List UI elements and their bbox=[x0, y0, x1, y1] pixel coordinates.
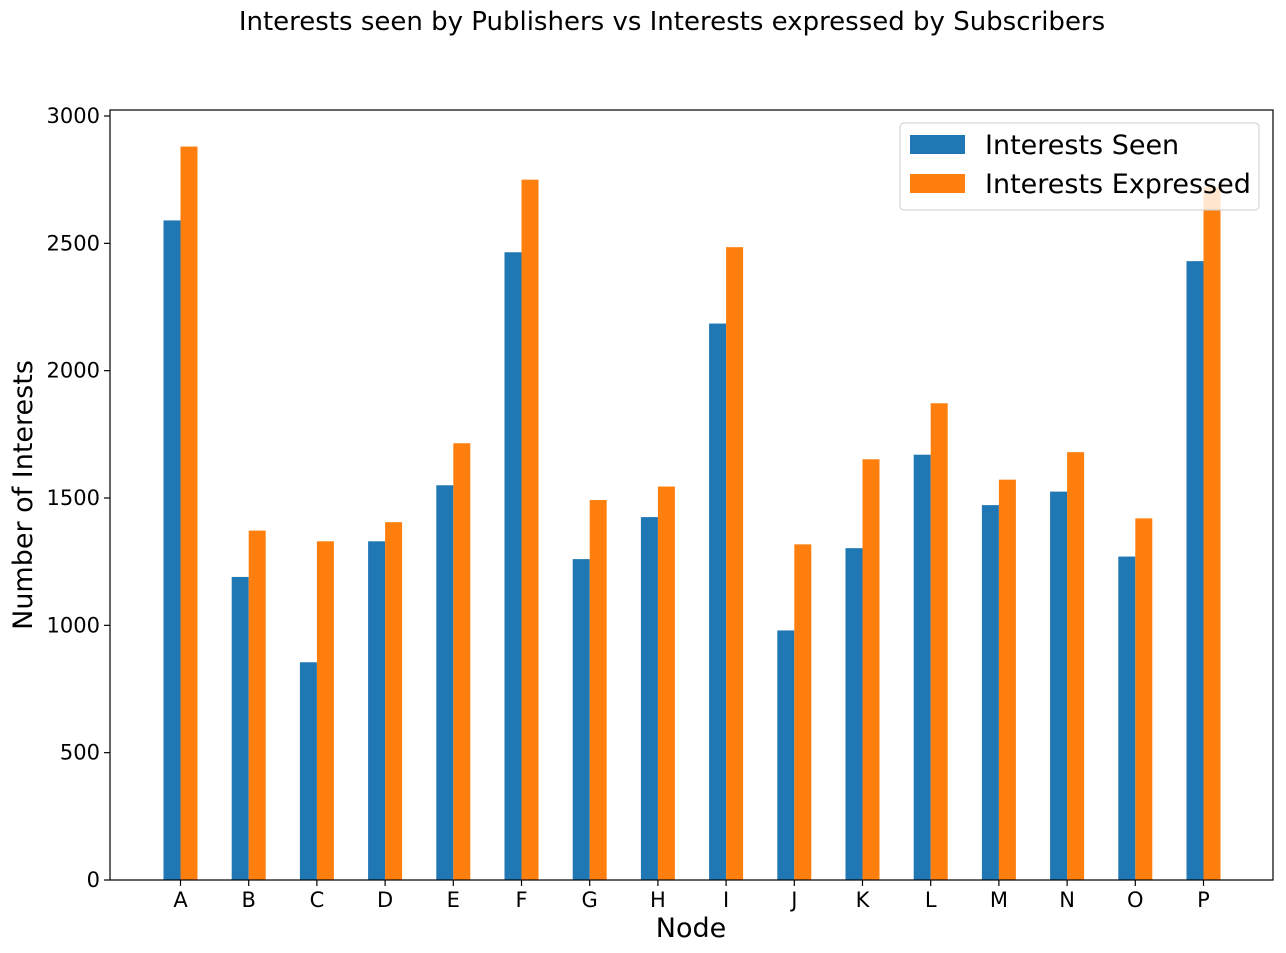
plot-frame bbox=[109, 109, 1274, 881]
x-tick-label-k: K bbox=[856, 888, 871, 912]
x-tick-label-l: L bbox=[925, 888, 937, 912]
x-axis-ticks: A B C D E F G H I J K L M N O P bbox=[173, 880, 1210, 912]
bar-interests-seen-i bbox=[709, 323, 727, 880]
bar-interests-seen-a bbox=[163, 220, 181, 880]
x-tick-label-e: E bbox=[447, 888, 460, 912]
bar-interests-expressed-k bbox=[862, 459, 880, 880]
bar-interests-expressed-e bbox=[453, 443, 471, 880]
y-tick-label-1500: 1500 bbox=[47, 486, 100, 510]
y-tick-label-3000: 3000 bbox=[47, 104, 100, 128]
bar-interests-expressed-p bbox=[1203, 187, 1221, 881]
x-tick-label-c: C bbox=[310, 888, 325, 912]
x-tick-label-p: P bbox=[1197, 888, 1210, 912]
x-tick-label-d: D bbox=[377, 888, 393, 912]
y-tick-label-1000: 1000 bbox=[47, 613, 100, 637]
x-tick-label-h: H bbox=[650, 888, 666, 912]
bar-interests-seen-k bbox=[845, 548, 863, 880]
x-tick-label-a: A bbox=[173, 888, 188, 912]
bar-interests-seen-n bbox=[1050, 491, 1068, 880]
bar-interests-expressed-i bbox=[726, 247, 744, 881]
bar-interests-seen-g bbox=[572, 559, 590, 880]
bar-interests-expressed-b bbox=[248, 530, 266, 880]
x-tick-label-m: M bbox=[990, 888, 1008, 912]
legend-label-interests-seen: Interests Seen bbox=[985, 130, 1179, 161]
chart-title: Interests seen by Publishers vs Interest… bbox=[239, 7, 1105, 37]
bar-interests-seen-e bbox=[436, 485, 454, 880]
bar-interests-expressed-f bbox=[521, 179, 539, 880]
x-tick-label-n: N bbox=[1059, 888, 1075, 912]
bar-interests-seen-f bbox=[504, 252, 522, 880]
bar-interests-seen-o bbox=[1118, 556, 1136, 880]
legend-box bbox=[899, 122, 1260, 211]
legend: Interests Seen Interests Expressed bbox=[899, 122, 1260, 211]
x-axis-label: Node bbox=[656, 913, 726, 944]
bar-interests-expressed-h bbox=[657, 486, 675, 880]
y-tick-label-2000: 2000 bbox=[47, 359, 100, 383]
bar-interests-expressed-n bbox=[1067, 452, 1085, 880]
bar-interests-seen-b bbox=[231, 576, 249, 880]
bar-interests-expressed-l bbox=[930, 403, 948, 880]
bar-interests-expressed-a bbox=[180, 146, 198, 880]
x-tick-label-i: I bbox=[723, 888, 729, 912]
x-tick-label-b: B bbox=[241, 888, 255, 912]
y-axis-label: Number of Interests bbox=[8, 360, 39, 630]
legend-swatch-interests-seen bbox=[910, 135, 965, 154]
y-tick-label-2500: 2500 bbox=[47, 231, 100, 255]
bar-interests-seen-p bbox=[1186, 261, 1204, 880]
bar-interests-expressed-j bbox=[794, 544, 812, 880]
bar-interests-seen-h bbox=[640, 517, 658, 880]
bar-interests-seen-m bbox=[981, 505, 999, 880]
bar-interests-seen-l bbox=[913, 454, 931, 880]
y-tick-label-500: 500 bbox=[60, 741, 100, 765]
x-tick-label-o: O bbox=[1127, 888, 1144, 912]
bar-interests-expressed-g bbox=[589, 500, 607, 880]
bar-interests-seen-c bbox=[299, 662, 317, 880]
legend-swatch-interests-expressed bbox=[910, 174, 965, 193]
x-tick-label-g: G bbox=[582, 888, 598, 912]
y-tick-label-0: 0 bbox=[87, 868, 100, 892]
bars-layer bbox=[163, 146, 1221, 881]
bar-interests-expressed-m bbox=[998, 479, 1016, 880]
x-tick-label-f: F bbox=[515, 888, 527, 912]
y-axis-ticks: 0 500 1000 1500 2000 2500 3000 bbox=[47, 104, 110, 892]
bar-interests-expressed-c bbox=[316, 541, 334, 880]
legend-label-interests-expressed: Interests Expressed bbox=[985, 169, 1251, 200]
bar-interests-seen-j bbox=[777, 630, 795, 880]
x-tick-label-j: J bbox=[789, 888, 797, 912]
bar-interests-seen-d bbox=[368, 541, 386, 880]
bar-interests-expressed-o bbox=[1135, 518, 1153, 880]
bar-interests-expressed-d bbox=[385, 522, 403, 880]
